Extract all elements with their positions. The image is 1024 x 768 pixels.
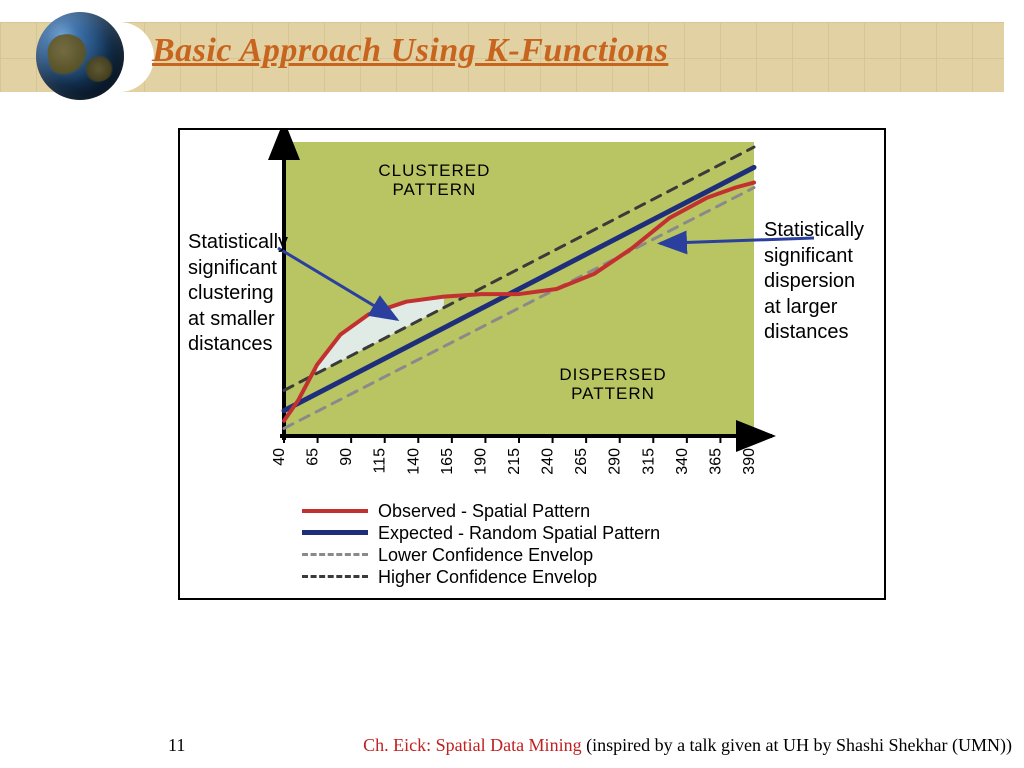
svg-text:315: 315	[640, 448, 657, 475]
legend-row-lower: Lower Confidence Envelop	[302, 545, 660, 566]
svg-text:240: 240	[540, 448, 557, 475]
chart-legend: Observed - Spatial PatternExpected - Ran…	[302, 500, 660, 589]
svg-text:190: 190	[472, 448, 489, 475]
page-number: 11	[168, 735, 185, 756]
svg-text:265: 265	[573, 448, 590, 475]
legend-label: Higher Confidence Envelop	[378, 567, 597, 588]
svg-text:365: 365	[707, 448, 724, 475]
svg-text:390: 390	[741, 448, 758, 475]
svg-text:CLUSTERED: CLUSTERED	[378, 161, 490, 180]
svg-text:DISPERSED: DISPERSED	[559, 365, 666, 384]
svg-text:290: 290	[607, 448, 624, 475]
legend-swatch	[302, 553, 368, 558]
svg-text:PATTERN: PATTERN	[392, 180, 476, 199]
slide-title: Basic Approach Using K-Functions	[152, 32, 668, 70]
legend-swatch	[302, 575, 368, 580]
footer-text: Ch. Eick: Spatial Data Mining (inspired …	[363, 735, 1012, 756]
footer-source: Ch. Eick: Spatial Data Mining	[363, 735, 581, 755]
legend-label: Lower Confidence Envelop	[378, 545, 593, 566]
annotation-right: Statistically significant dispersion at …	[764, 218, 864, 346]
svg-text:140: 140	[405, 448, 422, 475]
svg-text:165: 165	[439, 448, 456, 475]
legend-swatch	[302, 509, 368, 515]
legend-label: Expected - Random Spatial Pattern	[378, 523, 660, 544]
svg-text:340: 340	[674, 448, 691, 475]
svg-text:65: 65	[305, 448, 322, 466]
legend-label: Observed - Spatial Pattern	[378, 501, 590, 522]
svg-text:90: 90	[338, 448, 355, 466]
svg-text:40: 40	[271, 448, 288, 466]
globe-icon	[36, 12, 124, 100]
footer-credit: (inspired by a talk given at UH by Shash…	[582, 735, 1012, 755]
svg-text:PATTERN: PATTERN	[571, 384, 655, 403]
svg-text:215: 215	[506, 448, 523, 475]
annotation-left: Statistically significant clustering at …	[188, 230, 288, 358]
legend-swatch	[302, 530, 368, 537]
svg-text:115: 115	[372, 448, 389, 474]
legend-row-observed: Observed - Spatial Pattern	[302, 501, 660, 522]
legend-row-expected: Expected - Random Spatial Pattern	[302, 523, 660, 544]
figure-frame: 40 65 90 115 140 165 190 215 240 265 290 315 340 365 3…	[178, 128, 886, 600]
legend-row-higher: Higher Confidence Envelop	[302, 567, 660, 588]
